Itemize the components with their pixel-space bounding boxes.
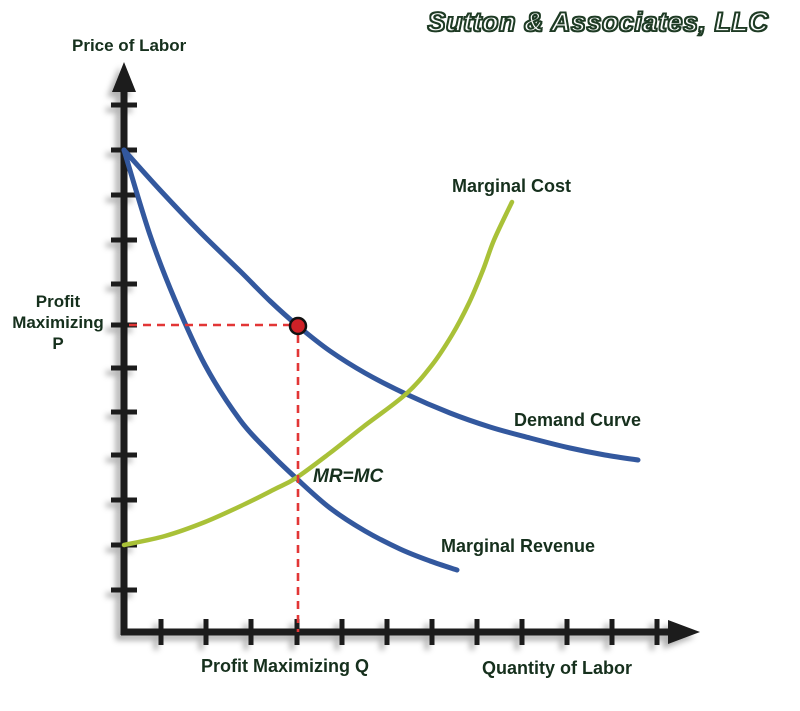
profit-max-point [288, 316, 308, 336]
marginal-cost-line [121, 199, 515, 548]
marginal-cost-label: Marginal Cost [452, 176, 572, 196]
mr-equals-mc-label: MR=MC [313, 466, 384, 487]
y-axis-title: Price of Labor [72, 36, 187, 55]
guides [129, 316, 308, 632]
marginal-revenue-line [121, 147, 460, 573]
curves [121, 147, 641, 573]
profit-maximizing-q-label: Profit Maximizing Q [201, 656, 370, 676]
x-axis-title: Quantity of Labor [482, 658, 632, 678]
demand-curve-line [121, 147, 641, 463]
axes [111, 62, 700, 645]
watermark-title: Sutton & Associates, LLC [427, 6, 769, 38]
profit-maximizing-p-label: Profit Maximizing P [12, 292, 104, 353]
marginal-revenue-label: Marginal Revenue [441, 536, 596, 556]
x-axis-arrow-icon [668, 620, 700, 644]
y-axis-arrow-icon [112, 62, 136, 92]
demand-curve-label: Demand Curve [514, 410, 642, 430]
